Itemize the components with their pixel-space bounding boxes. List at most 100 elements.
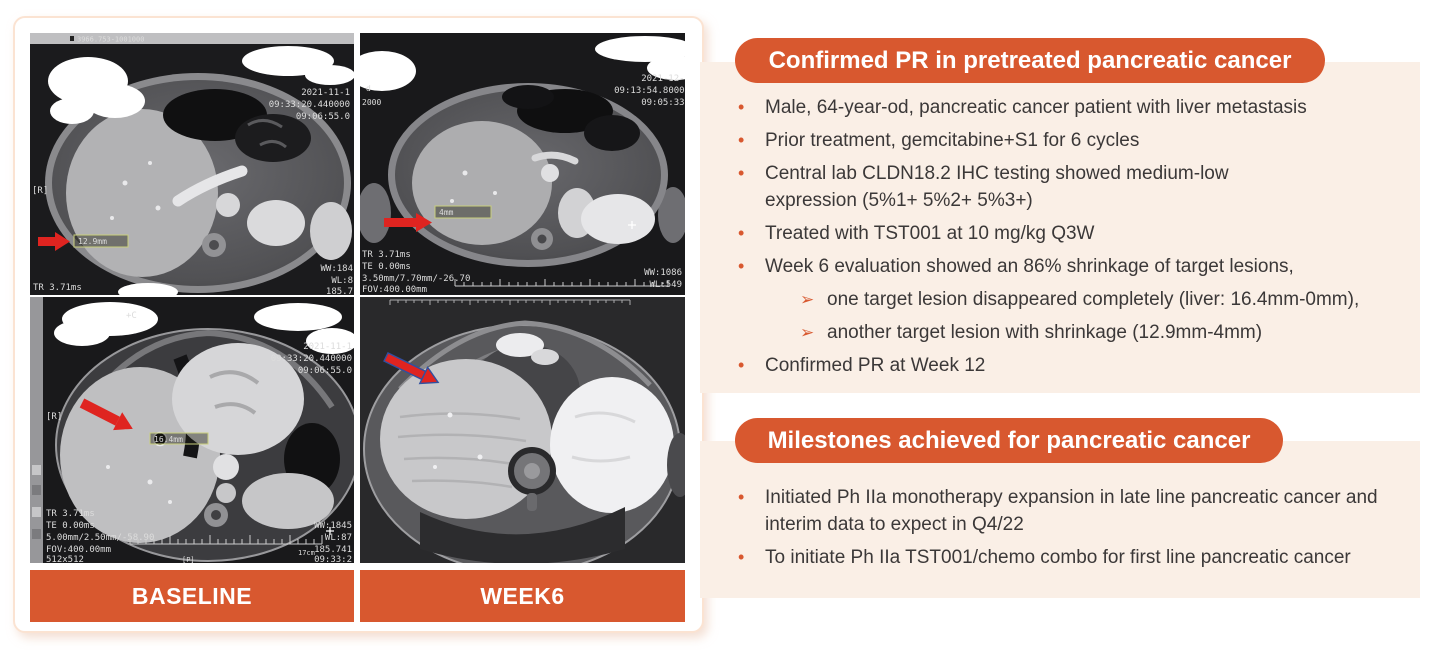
window-width: WW:184 (320, 264, 353, 274)
list-item: • Week 6 evaluation showed an 86% shrink… (738, 253, 1410, 280)
left-arm (658, 187, 685, 243)
list-item: • Confirmed PR at Week 12 (738, 352, 1410, 379)
bullet-icon: • (738, 163, 745, 183)
measurement-annotation: 16.4mm (149, 432, 209, 445)
aorta (216, 193, 240, 217)
acc-number: 185.741 (314, 545, 352, 555)
section-title: Confirmed PR in pretreated pancreatic ca… (768, 46, 1292, 74)
ct-image (360, 297, 685, 563)
confirmed-pr-bullet-list: • Male, 64-year-od, pancreatic cancer pa… (700, 62, 1420, 379)
right-arm (360, 183, 391, 243)
posterior-marker: [P] (182, 556, 195, 563)
chevron-arrow-icon: ➢ (800, 323, 815, 342)
bullet-icon: • (738, 130, 745, 150)
chevron-arrow-icon: ➢ (800, 290, 815, 309)
scan-acq-time: 09:33:20.440000 (271, 354, 352, 364)
scan-date: 2021-11-1 (301, 88, 350, 98)
redaction-blobs (54, 302, 354, 354)
week6-label-text: WEEK6 (480, 582, 565, 609)
svg-text:16.4mm: 16.4mm (154, 435, 183, 444)
list-item: • Prior treatment, gemcitabine+S1 for 6 … (738, 127, 1410, 154)
bullet-icon: • (738, 355, 745, 375)
list-item: • Central lab CLDN18.2 IHC testing showe… (738, 160, 1410, 214)
window-level: WL:87 (325, 533, 352, 543)
spleen (242, 473, 334, 529)
sub-list-item: ➢ one target lesion disappeared complete… (738, 286, 1410, 313)
scan-date: 2021-11-1 (303, 342, 352, 352)
ct-image: 3966.753-1001000 (30, 33, 354, 295)
measurement-annotation: 4mm (434, 205, 492, 219)
spleen (310, 202, 352, 260)
scan-acq-time: 09:13:54.80000 (614, 86, 685, 96)
scan-series-time: 09:06:55.0 (298, 366, 352, 376)
left-arm (667, 433, 685, 497)
ct-comparison-card: 3966.753-1001000 (13, 16, 704, 633)
baseline-label: BASELINE (30, 570, 354, 622)
te-value: TE 0.00ms (46, 521, 95, 531)
list-item: • Treated with TST001 at 10 mg/kg Q3W (738, 220, 1410, 247)
bullet-icon: • (738, 256, 745, 276)
stomach (550, 377, 674, 513)
scan-series-time: 09:05:33. (641, 98, 685, 108)
list-item: • Male, 64-year-od, pancreatic cancer pa… (738, 94, 1410, 121)
ct-scan-baseline-liver: +C 2021-11-1 09:33:20.440000 09:06:55.0 … (30, 297, 354, 563)
orientation-marker: [R] (46, 412, 62, 422)
ct-scan-baseline-abdomen: 3966.753-1001000 (30, 33, 354, 295)
list-item: • To initiate Ph IIa TST001/chemo combo … (738, 544, 1410, 571)
lesion-arrow (383, 352, 440, 385)
bullet-icon: • (738, 223, 745, 243)
te-value: TE 0.00ms (362, 262, 411, 272)
scale-ruler (454, 279, 669, 287)
bullet-icon: • (738, 547, 745, 567)
svg-text:4mm: 4mm (439, 208, 454, 217)
liver (412, 121, 552, 245)
plus-marker-icon (326, 527, 334, 535)
slice-info: 5.00mm/2.50mm/-58.90 (46, 533, 154, 543)
bullet-icon: • (738, 487, 745, 507)
corner-fragment: 2000 (362, 98, 381, 107)
scan-date: 2021-12-1 (641, 74, 685, 84)
acc-number: 185.7 (326, 287, 353, 295)
section-title: Milestones achieved for pancreatic cance… (767, 426, 1251, 454)
redaction-blobs (48, 46, 354, 295)
tr-value: TR 3.71ms (362, 250, 411, 260)
ct-image: +C 2021-11-1 09:33:20.440000 09:06:55.0 … (30, 297, 354, 563)
tr-value: TR 3.71ms (46, 509, 95, 519)
measurement-annotation: 12.9mm (73, 234, 129, 248)
svg-text:12.9mm: 12.9mm (78, 237, 107, 246)
corner-fragment: d (366, 84, 371, 93)
pancreas (172, 165, 248, 207)
heart (172, 343, 304, 455)
baseline-label-text: BASELINE (131, 582, 253, 609)
window-width: WW:1086 (644, 268, 682, 278)
lesion-arrow (38, 232, 70, 251)
ct-scan-week6-abdomen: d 2000 2021-12-1 09:13:54.80000 09:05:33… (360, 33, 685, 295)
section-header-confirmed-pr: Confirmed PR in pretreated pancreatic ca… (735, 38, 1325, 83)
kidney (247, 200, 305, 246)
fov-info: FOV:400.00mm (46, 545, 111, 555)
scan-acq-time: 09:33:20.440000 (269, 100, 350, 110)
list-item: • Initiated Ph IIa monotherapy expansion… (738, 484, 1410, 538)
orientation-marker: [R] (32, 186, 48, 196)
fov-info: FOV:400.00mm (362, 285, 427, 295)
window-width: WW:1845 (314, 521, 352, 531)
spleen (581, 194, 655, 244)
liver (380, 359, 552, 519)
film-header-strip (30, 33, 354, 44)
matrix-size: 512x512 (46, 555, 84, 563)
aorta (213, 454, 239, 480)
viewer-sidebar (30, 297, 43, 563)
film-id: 3966.753-1001000 (77, 36, 144, 44)
section-header-milestones: Milestones achieved for pancreatic cance… (735, 418, 1283, 463)
ruler-scale: 17cm (298, 549, 315, 557)
window-level: WL:8 (331, 276, 353, 286)
week6-label: WEEK6 (360, 570, 685, 622)
ct-image: d 2000 2021-12-1 09:13:54.80000 09:05:33… (360, 33, 685, 295)
clock-time: 09:33:2 (314, 555, 352, 563)
window-level: WL:549 (649, 280, 682, 290)
scan-series-time: 09:06:55.0 (296, 112, 350, 122)
top-ruler (389, 299, 631, 305)
contrast-label: +C (126, 311, 137, 321)
plus-marker-icon (628, 221, 636, 229)
section-confirmed-pr: Confirmed PR in pretreated pancreatic ca… (700, 38, 1420, 393)
